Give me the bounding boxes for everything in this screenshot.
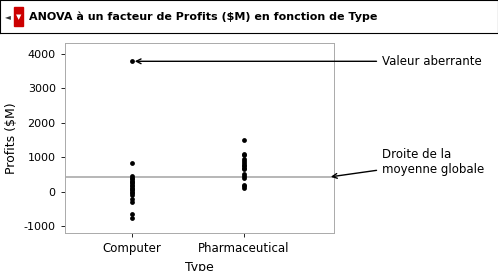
- X-axis label: Type: Type: [185, 261, 214, 271]
- Text: Droite de la
moyenne globale: Droite de la moyenne globale: [332, 148, 485, 178]
- Point: [128, 185, 136, 190]
- Point: [128, 193, 136, 197]
- Point: [128, 189, 136, 194]
- Point: [240, 151, 248, 156]
- Point: [240, 164, 248, 168]
- Point: [128, 196, 136, 201]
- Point: [128, 191, 136, 196]
- Point: [240, 183, 248, 187]
- Point: [240, 172, 248, 177]
- Text: Valeur aberrante: Valeur aberrante: [136, 55, 482, 68]
- Y-axis label: Profits ($M): Profits ($M): [5, 102, 18, 174]
- Point: [240, 184, 248, 189]
- Point: [128, 181, 136, 186]
- Point: [128, 174, 136, 178]
- Text: ◄: ◄: [5, 12, 11, 21]
- Point: [128, 183, 136, 187]
- Bar: [14, 7, 23, 26]
- Point: [128, 176, 136, 180]
- Text: ▼: ▼: [16, 14, 21, 20]
- Point: [240, 157, 248, 161]
- Point: [240, 161, 248, 166]
- Point: [240, 138, 248, 142]
- Point: [128, 177, 136, 181]
- Point: [128, 179, 136, 183]
- Point: [128, 215, 136, 220]
- Text: ANOVA à un facteur de Profits ($M) en fonction de Type: ANOVA à un facteur de Profits ($M) en fo…: [29, 11, 377, 21]
- Point: [128, 200, 136, 204]
- Point: [128, 184, 136, 188]
- Point: [240, 163, 248, 167]
- Point: [240, 165, 248, 170]
- Point: [240, 159, 248, 163]
- Point: [240, 186, 248, 191]
- Point: [128, 212, 136, 216]
- Point: [240, 167, 248, 172]
- Point: [128, 161, 136, 166]
- Point: [128, 188, 136, 192]
- Point: [240, 174, 248, 178]
- Point: [128, 187, 136, 191]
- Point: [128, 180, 136, 184]
- Point: [128, 59, 136, 63]
- Point: [240, 176, 248, 180]
- Point: [240, 153, 248, 158]
